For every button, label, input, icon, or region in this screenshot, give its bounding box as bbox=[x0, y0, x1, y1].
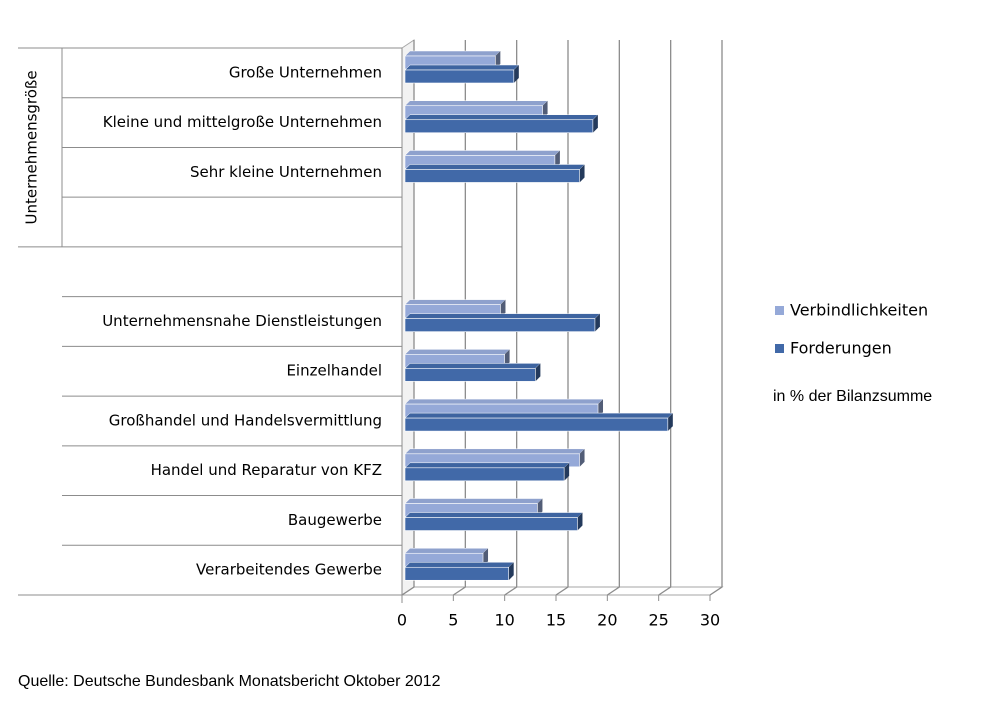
grid-line bbox=[606, 40, 620, 596]
bar bbox=[404, 119, 594, 134]
bar bbox=[404, 417, 669, 432]
bar-end bbox=[579, 448, 585, 467]
x-tick-label: 30 bbox=[700, 611, 720, 630]
grid-line bbox=[452, 40, 466, 596]
source: Quelle: Deutsche Bundesbank Monatsberich… bbox=[18, 673, 441, 690]
bar-top bbox=[404, 398, 604, 405]
bar-end bbox=[594, 313, 600, 332]
grid-line bbox=[504, 40, 518, 596]
x-tick-label: 20 bbox=[597, 611, 617, 630]
bar-end bbox=[504, 349, 510, 368]
y-tick-label: Kleine und mittelgroße Unternehmen bbox=[103, 113, 382, 131]
bar-end bbox=[513, 65, 519, 83]
legend-label: Verbindlichkeiten bbox=[790, 301, 928, 320]
bar bbox=[404, 368, 536, 382]
x-tick-label: 15 bbox=[546, 611, 566, 630]
bar bbox=[404, 318, 596, 332]
bar bbox=[404, 566, 509, 581]
bar-top bbox=[404, 64, 520, 71]
bar-end bbox=[500, 299, 506, 318]
bar-end bbox=[579, 164, 585, 183]
bar-end bbox=[592, 114, 598, 133]
bar-top bbox=[404, 100, 549, 106]
bar-end bbox=[598, 399, 604, 418]
legend-swatch bbox=[775, 344, 784, 353]
y-tick-label: Großhandel und Handelsvermittlung bbox=[109, 411, 382, 429]
bar bbox=[404, 467, 565, 482]
bar-end bbox=[542, 100, 548, 119]
unit-note: in % der Bilanzsumme bbox=[773, 388, 932, 405]
y-tick-label: Handel und Reparatur von KFZ bbox=[151, 461, 382, 479]
bar-end bbox=[483, 548, 489, 567]
bar-end bbox=[495, 51, 501, 69]
bar-top bbox=[404, 363, 541, 369]
grid-line bbox=[709, 40, 723, 596]
bar-end bbox=[564, 462, 570, 481]
bar-top bbox=[404, 512, 584, 518]
bar-end bbox=[535, 363, 541, 382]
bar-end bbox=[667, 413, 673, 432]
legend-swatch bbox=[775, 306, 784, 315]
grid-line bbox=[658, 40, 672, 596]
bar bbox=[404, 169, 580, 183]
grid-line bbox=[401, 40, 415, 596]
bar-end bbox=[554, 150, 560, 169]
group-label: Unternehmensgröße bbox=[23, 70, 41, 224]
bar-top bbox=[404, 150, 561, 156]
bar-top bbox=[404, 349, 511, 355]
bar-top bbox=[404, 299, 507, 305]
x-tick-label: 0 bbox=[397, 611, 407, 630]
x-tick-label: 10 bbox=[494, 611, 514, 630]
bar-end bbox=[537, 498, 543, 517]
y-tick-label: Einzelhandel bbox=[286, 362, 382, 380]
bar bbox=[404, 69, 515, 84]
bar-top bbox=[404, 548, 489, 554]
y-tick-label: Große Unternehmen bbox=[229, 63, 382, 81]
bar-top bbox=[404, 164, 586, 170]
bar-top bbox=[404, 114, 599, 120]
bar-top bbox=[404, 498, 544, 504]
bar-top bbox=[404, 462, 570, 469]
bar-end bbox=[508, 562, 514, 581]
legend-label: Forderungen bbox=[790, 339, 892, 358]
bar-top bbox=[404, 313, 601, 319]
bar-top bbox=[404, 448, 586, 455]
y-tick-label: Verarbeitendes Gewerbe bbox=[196, 561, 382, 579]
y-tick-label: Sehr kleine Unternehmen bbox=[190, 163, 382, 181]
bar-top bbox=[404, 562, 515, 568]
bar bbox=[404, 517, 578, 531]
x-tick-label: 5 bbox=[448, 611, 458, 630]
bar-top bbox=[404, 50, 501, 57]
y-tick-label: Unternehmensnahe Dienstleistungen bbox=[102, 312, 382, 330]
grid-line bbox=[555, 40, 569, 596]
bar-end bbox=[577, 512, 583, 531]
x-tick-label: 25 bbox=[648, 611, 668, 630]
y-tick-label: Baugewerbe bbox=[288, 511, 382, 529]
bar-top bbox=[404, 412, 674, 419]
